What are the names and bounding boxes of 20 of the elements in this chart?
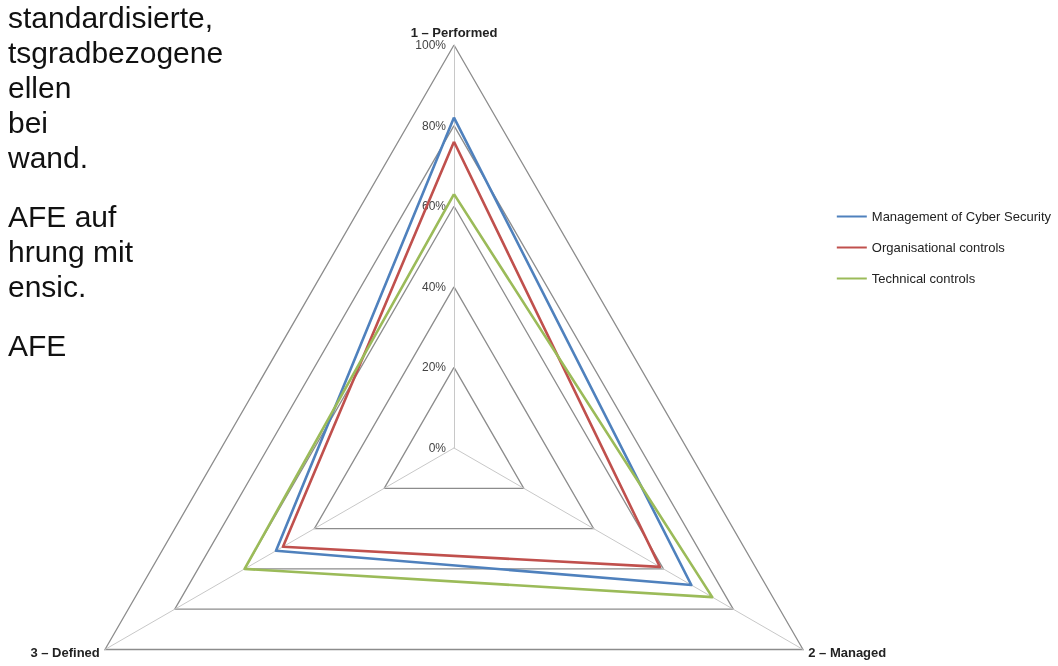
- spoke-label: 3 – Defined: [30, 645, 100, 660]
- y-tick-label: 100%: [415, 38, 447, 52]
- text: ellen: [8, 70, 73, 105]
- legend-label: Organisational controls: [871, 240, 1006, 255]
- text: wand.: [8, 140, 90, 175]
- legend-label: Management of Cyber Security: [871, 209, 1052, 224]
- text: standardisierte,: [8, 0, 215, 35]
- spoke-label: 2 – Managed: [808, 645, 887, 660]
- text: AFE: [8, 328, 68, 363]
- text: bei: [8, 105, 50, 140]
- y-tick-label: 80%: [421, 118, 447, 133]
- text: AFE auf: [8, 199, 118, 234]
- spoke-label: 1 – Performed: [410, 25, 498, 40]
- text: ensic.: [8, 269, 88, 304]
- y-tick-label: 40%: [421, 279, 447, 294]
- text: hrung mit: [8, 234, 135, 269]
- y-tick-label: 20%: [421, 360, 447, 375]
- text: tsgradbezogene: [8, 35, 224, 70]
- legend-label: Technical controls: [871, 271, 976, 286]
- y-tick-label: 0%: [428, 441, 447, 455]
